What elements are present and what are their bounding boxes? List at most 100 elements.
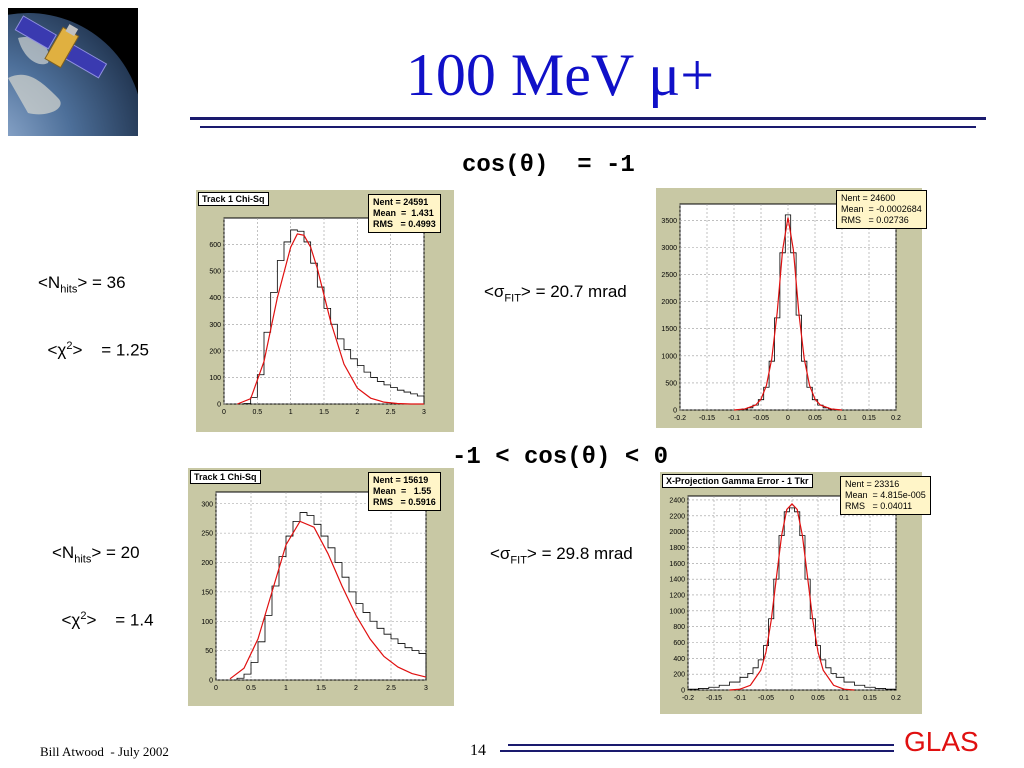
- chi-sup: 2: [80, 610, 87, 622]
- x-tick-label: 1.5: [319, 409, 329, 416]
- y-tick-label: 2500: [661, 272, 677, 279]
- x-tick-label: -0.1: [734, 695, 746, 702]
- x-tick-label: -0.1: [728, 415, 740, 422]
- x-tick-label: 2: [354, 685, 358, 692]
- y-tick-label: 1000: [661, 353, 677, 360]
- section-2-chi2: <χ2> = 1.4: [52, 590, 154, 631]
- stats-box: Nent = 15619 Mean = 1.55 RMS = 0.5916: [368, 472, 441, 511]
- histogram-title: X-Projection Gamma Error - 1 Tkr: [662, 474, 813, 488]
- sigma-label: <σ: [484, 282, 505, 301]
- glas-logo: GLAS: [904, 726, 979, 757]
- y-tick-label: 200: [201, 560, 213, 567]
- y-tick-label: 1800: [669, 545, 685, 552]
- x-tick-label: 1: [289, 409, 293, 416]
- y-tick-label: 2000: [669, 529, 685, 536]
- x-tick-label: 2.5: [386, 409, 396, 416]
- x-tick-label: 1: [284, 685, 288, 692]
- x-tick-label: 0: [214, 685, 218, 692]
- x-tick-label: -0.05: [758, 695, 774, 702]
- plot-frame: [679, 203, 897, 411]
- y-tick-label: 300: [201, 501, 213, 508]
- x-tick-label: 3: [422, 409, 426, 416]
- y-tick-label: 0: [673, 408, 677, 415]
- fit-curve: [729, 503, 855, 691]
- y-tick-label: 100: [201, 619, 213, 626]
- x-tick-label: 0.15: [863, 695, 877, 702]
- chart-svg: -0.2 -0.15 -0.1 -0.05 0 0.05 0.1 0.15 0.2 0 200 400…: [669, 495, 901, 702]
- section-1-nhits: <Nhits> = 36: [38, 273, 126, 295]
- chart-svg: 0 0.5 1 1.5 2 2.5 3 0 50 100 150 200 250 300: [201, 491, 428, 692]
- x-tick-label: 0.1: [839, 695, 849, 702]
- x-tick-label: 0.5: [252, 409, 262, 416]
- footer-rule-bottom: [500, 750, 894, 752]
- y-tick-label: 400: [673, 656, 685, 663]
- x-tick-label: 1.5: [316, 685, 326, 692]
- chi-sup: 2: [66, 340, 73, 352]
- x-tick-label: -0.05: [753, 415, 769, 422]
- x-tick-label: 0: [786, 415, 790, 422]
- y-tick-label: 1600: [669, 561, 685, 568]
- footer-author: Bill Atwood - July 2002: [40, 744, 169, 759]
- y-tick-label: 500: [209, 269, 221, 276]
- footer-rule-top: [508, 744, 894, 746]
- title-rule-bottom: [200, 126, 976, 128]
- chi-value: > = 1.25: [72, 340, 149, 360]
- section-2-nhits: <Nhits> = 20: [52, 543, 140, 565]
- y-tick-label: 300: [209, 322, 221, 329]
- y-tick-label: 200: [209, 348, 221, 355]
- sigma-sub: FIT: [504, 292, 521, 305]
- x-tick-label: 0.05: [808, 415, 822, 422]
- y-tick-label: 200: [673, 672, 685, 679]
- x-tick-label: 0: [790, 695, 794, 702]
- x-tick-label: 2.5: [386, 685, 396, 692]
- histogram-title: Track 1 Chi-Sq: [198, 192, 269, 206]
- y-tick-label: 0: [209, 678, 213, 685]
- y-tick-label: 1200: [669, 592, 685, 599]
- y-tick-label: 2000: [661, 299, 677, 306]
- chart-svg: -0.2 -0.15 -0.1 -0.05 0 0.05 0.1 0.15 0.2 0 500 100…: [661, 203, 901, 422]
- nhits-label: <N: [52, 543, 75, 562]
- sigma-value: > = 29.8 mrad: [526, 544, 633, 563]
- fit-curve: [237, 233, 424, 405]
- y-tick-label: 400: [209, 295, 221, 302]
- title-rule-top: [190, 117, 986, 120]
- y-tick-label: 0: [217, 402, 221, 409]
- x-tick-label: 2: [355, 409, 359, 416]
- section-1-heading: cos(θ) = -1: [462, 152, 635, 179]
- sigma-sub: FIT: [510, 554, 527, 567]
- y-tick-label: 2200: [669, 513, 685, 520]
- y-tick-label: 2400: [669, 497, 685, 504]
- slide-title: 100 MeV μ+: [405, 42, 715, 108]
- sigma-value: > = 20.7 mrad: [520, 282, 627, 301]
- fit-curve: [733, 217, 843, 411]
- histogram-series: [243, 229, 425, 404]
- x-tick-label: 0.15: [862, 415, 876, 422]
- nhits-value: > = 20: [91, 543, 140, 562]
- x-tick-label: -0.15: [706, 695, 722, 702]
- gamma-error-histogram: -0.2 -0.15 -0.1 -0.05 0 0.05 0.1 0.15 0.2 0 200 400…: [660, 472, 931, 714]
- satellite-image: [8, 8, 138, 136]
- page-number: 14: [470, 742, 486, 759]
- y-tick-label: 0: [681, 688, 685, 695]
- chi-value: > = 1.4: [86, 610, 154, 630]
- histogram-series: [687, 507, 897, 690]
- x-tick-label: 3: [424, 685, 428, 692]
- y-tick-label: 800: [673, 624, 685, 631]
- nhits-value: > = 36: [77, 273, 126, 292]
- section-1-sigma: <σFIT> = 20.7 mrad: [484, 282, 627, 304]
- x-tick-label: 0.05: [811, 695, 825, 702]
- x-tick-label: 0.2: [891, 415, 901, 422]
- y-tick-label: 1000: [669, 608, 685, 615]
- fit-curve: [229, 520, 427, 680]
- stats-box: Nent = 24591 Mean = 1.431 RMS = 0.4993: [368, 194, 441, 233]
- section-2-sigma: <σFIT> = 29.8 mrad: [490, 544, 633, 566]
- chart-svg: 0 0.5 1 1.5 2 2.5 3 0 100 200 300 400 500 600: [209, 217, 426, 416]
- x-tick-label: 0: [222, 409, 226, 416]
- histogram-series: [236, 512, 427, 680]
- x-tick-label: -0.15: [699, 415, 715, 422]
- x-tick-label: 0.2: [891, 695, 901, 702]
- chi2-histogram-1: 0 0.5 1 1.5 2 2.5 3 0 100 200 300 400 500 600 Track 1 …: [196, 190, 454, 432]
- section-1-chi2: <χ2> = 1.25: [38, 320, 149, 361]
- x-tick-label: 0.5: [246, 685, 256, 692]
- x-tick-label: 0.1: [837, 415, 847, 422]
